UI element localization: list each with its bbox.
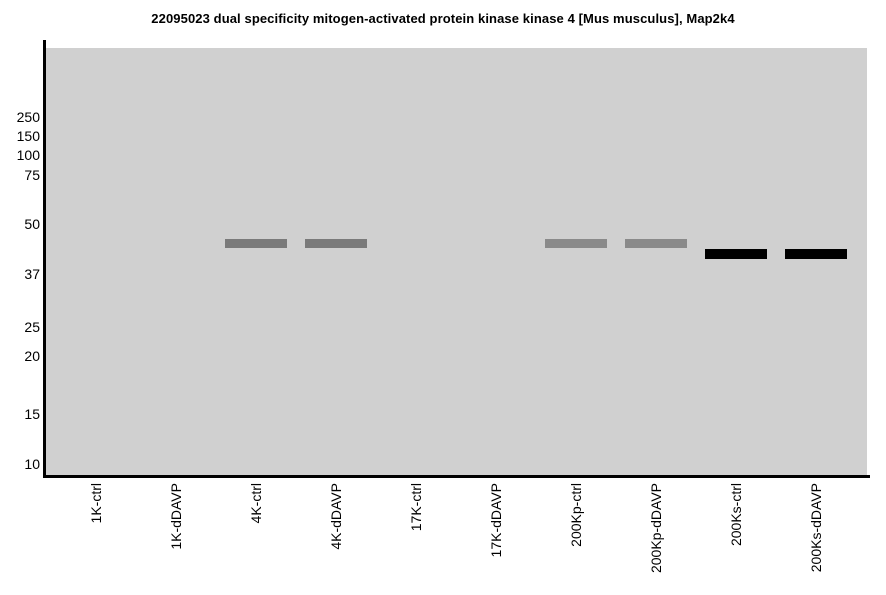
mw-marker-label-100: 100 (16, 147, 40, 163)
protein-band-200ks-ctrl (705, 249, 767, 259)
lane-label-200ks-ctrl: 200Ks-ctrl (727, 483, 744, 547)
lane-label-200kp-ddavp: 200Kp-dDAVP (647, 483, 664, 574)
lane-label-1k-ddavp: 1K-dDAVP (167, 483, 184, 550)
protein-band-200kp-ddavp (625, 239, 687, 248)
x-axis-line (43, 475, 870, 478)
lane-label-1k-ctrl: 1K-ctrl (87, 483, 104, 524)
mw-marker-label-25: 25 (24, 319, 40, 335)
protein-band-4k-ddavp (305, 239, 367, 248)
mw-marker-label-150: 150 (16, 128, 40, 144)
lane-label-17k-ctrl: 17K-ctrl (407, 483, 424, 532)
mw-marker-label-75: 75 (24, 167, 40, 183)
mw-marker-label-50: 50 (24, 216, 40, 232)
figure-title: 22095023 dual specificity mitogen-activa… (151, 11, 735, 26)
mw-marker-label-250: 250 (16, 109, 40, 125)
lane-label-200ks-ddavp: 200Ks-dDAVP (807, 483, 824, 573)
protein-band-200kp-ctrl (545, 239, 607, 248)
lane-label-17k-ddavp: 17K-dDAVP (487, 483, 504, 558)
lane-label-4k-ddavp: 4K-dDAVP (327, 483, 344, 550)
mw-marker-label-20: 20 (24, 348, 40, 364)
lane-label-200kp-ctrl: 200Kp-ctrl (567, 483, 584, 547)
y-axis-line (43, 40, 46, 478)
protein-band-200ks-ddavp (785, 249, 847, 259)
gel-plot-area (46, 48, 867, 475)
protein-band-4k-ctrl (225, 239, 287, 248)
mw-marker-label-10: 10 (24, 456, 40, 472)
lane-label-4k-ctrl: 4K-ctrl (247, 483, 264, 524)
mw-marker-label-15: 15 (24, 406, 40, 422)
mw-marker-label-37: 37 (24, 266, 40, 282)
